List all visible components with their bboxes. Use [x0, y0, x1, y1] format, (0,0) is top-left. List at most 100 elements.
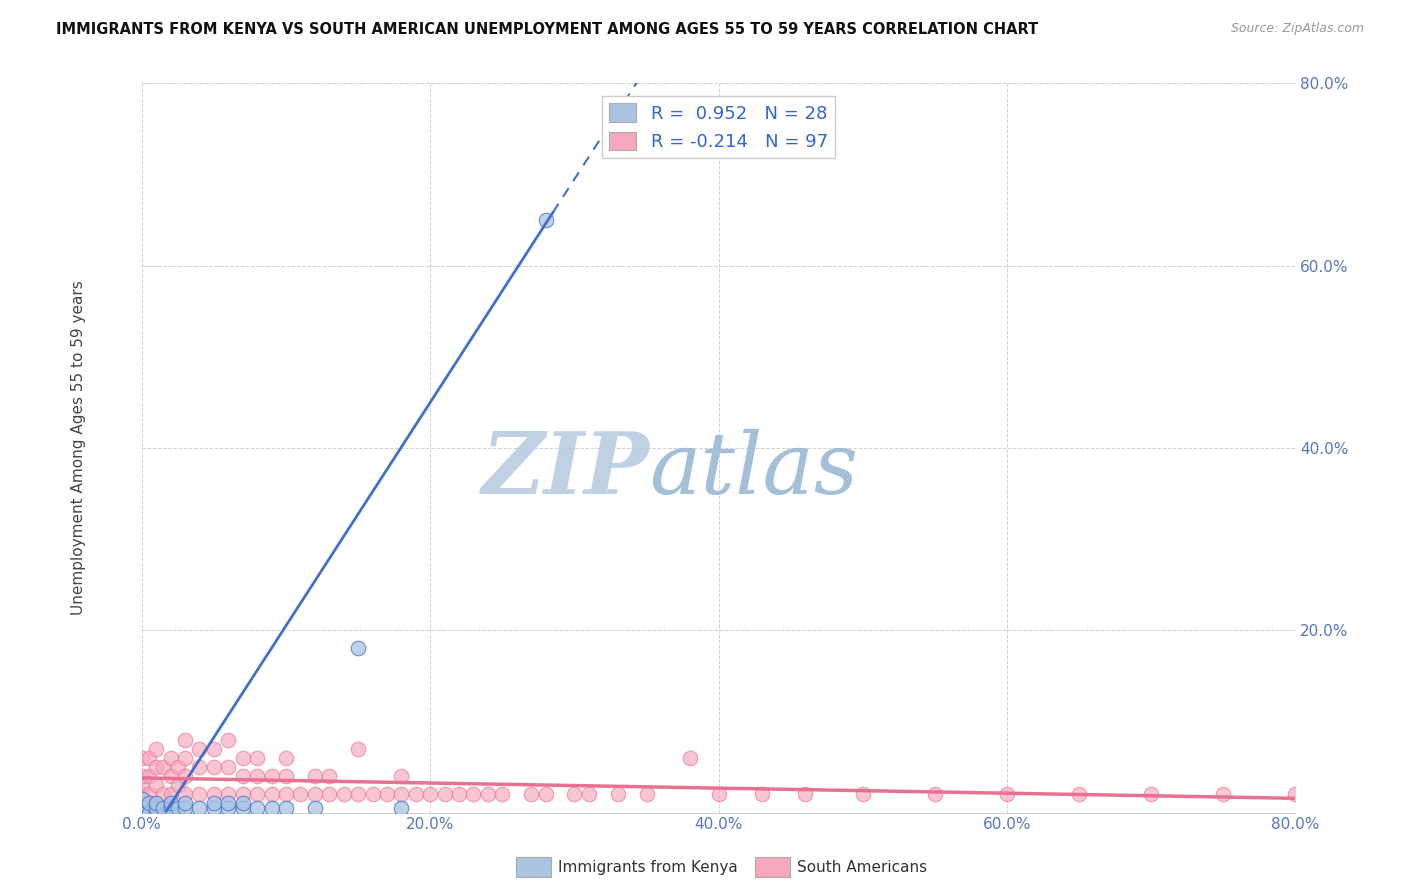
Point [679, 751, 702, 765]
Point [447, 787, 470, 801]
Point [1284, 787, 1306, 801]
Point [924, 787, 946, 801]
Point [188, 787, 211, 801]
Point [361, 787, 384, 801]
Point [138, 751, 160, 765]
Point [152, 760, 174, 774]
Point [217, 801, 239, 815]
Point [188, 801, 211, 815]
Point [202, 760, 225, 774]
Point [145, 760, 167, 774]
Point [217, 760, 239, 774]
Point [217, 787, 239, 801]
Point [174, 732, 197, 747]
Point [405, 787, 427, 801]
Point [1140, 787, 1163, 801]
Point [138, 769, 160, 783]
Point [174, 769, 197, 783]
Point [131, 805, 153, 820]
Point [202, 741, 225, 756]
Point [188, 741, 211, 756]
Point [274, 751, 297, 765]
Point [564, 787, 586, 801]
Point [433, 787, 456, 801]
Point [145, 797, 167, 811]
Point [274, 801, 297, 815]
Point [159, 751, 181, 765]
Point [707, 787, 730, 801]
Point [318, 769, 340, 783]
Point [202, 787, 225, 801]
Point [389, 787, 412, 801]
Text: atlas: atlas [650, 428, 859, 511]
Text: South Americans: South Americans [797, 860, 928, 874]
Point [232, 801, 254, 815]
Point [636, 787, 658, 801]
Point [131, 751, 153, 765]
Point [852, 787, 875, 801]
Point [159, 801, 181, 815]
Point [491, 787, 513, 801]
Point [145, 805, 167, 820]
Point [260, 801, 283, 815]
Text: ZIP: ZIP [481, 428, 650, 512]
Point [202, 797, 225, 811]
Point [159, 787, 181, 801]
Point [375, 787, 398, 801]
Point [260, 769, 283, 783]
Text: Source: ZipAtlas.com: Source: ZipAtlas.com [1230, 22, 1364, 36]
Point [534, 787, 557, 801]
Point [131, 792, 153, 806]
Point [332, 787, 354, 801]
Point [174, 801, 197, 815]
Point [174, 797, 197, 811]
Point [131, 801, 153, 815]
Point [166, 778, 188, 792]
Point [138, 787, 160, 801]
Point [174, 787, 197, 801]
Point [246, 769, 269, 783]
Point [202, 801, 225, 815]
Point [232, 751, 254, 765]
Point [347, 741, 370, 756]
Point [217, 732, 239, 747]
Point [419, 787, 441, 801]
Point [389, 801, 412, 815]
Text: Immigrants from Kenya: Immigrants from Kenya [558, 860, 738, 874]
Point [145, 797, 167, 811]
Point [232, 787, 254, 801]
Point [477, 787, 499, 801]
Point [794, 787, 817, 801]
Point [246, 801, 269, 815]
Point [578, 787, 600, 801]
Point [304, 787, 326, 801]
Text: IMMIGRANTS FROM KENYA VS SOUTH AMERICAN UNEMPLOYMENT AMONG AGES 55 TO 59 YEARS C: IMMIGRANTS FROM KENYA VS SOUTH AMERICAN … [56, 22, 1039, 37]
Point [463, 787, 485, 801]
Point [217, 797, 239, 811]
Point [290, 787, 312, 801]
Point [145, 778, 167, 792]
Point [145, 741, 167, 756]
Y-axis label: Unemployment Among Ages 55 to 59 years: Unemployment Among Ages 55 to 59 years [72, 281, 86, 615]
Point [145, 801, 167, 815]
Point [188, 760, 211, 774]
Point [131, 778, 153, 792]
Point [347, 787, 370, 801]
Point [1212, 787, 1234, 801]
Point [260, 787, 283, 801]
Point [318, 787, 340, 801]
Point [159, 769, 181, 783]
Point [159, 797, 181, 811]
Point [232, 797, 254, 811]
Point [389, 769, 412, 783]
Point [751, 787, 773, 801]
Point [152, 801, 174, 815]
Point [246, 751, 269, 765]
Point [274, 787, 297, 801]
Point [131, 769, 153, 783]
Point [246, 787, 269, 801]
Point [304, 769, 326, 783]
Point [131, 787, 153, 801]
Point [152, 787, 174, 801]
Point [138, 797, 160, 811]
